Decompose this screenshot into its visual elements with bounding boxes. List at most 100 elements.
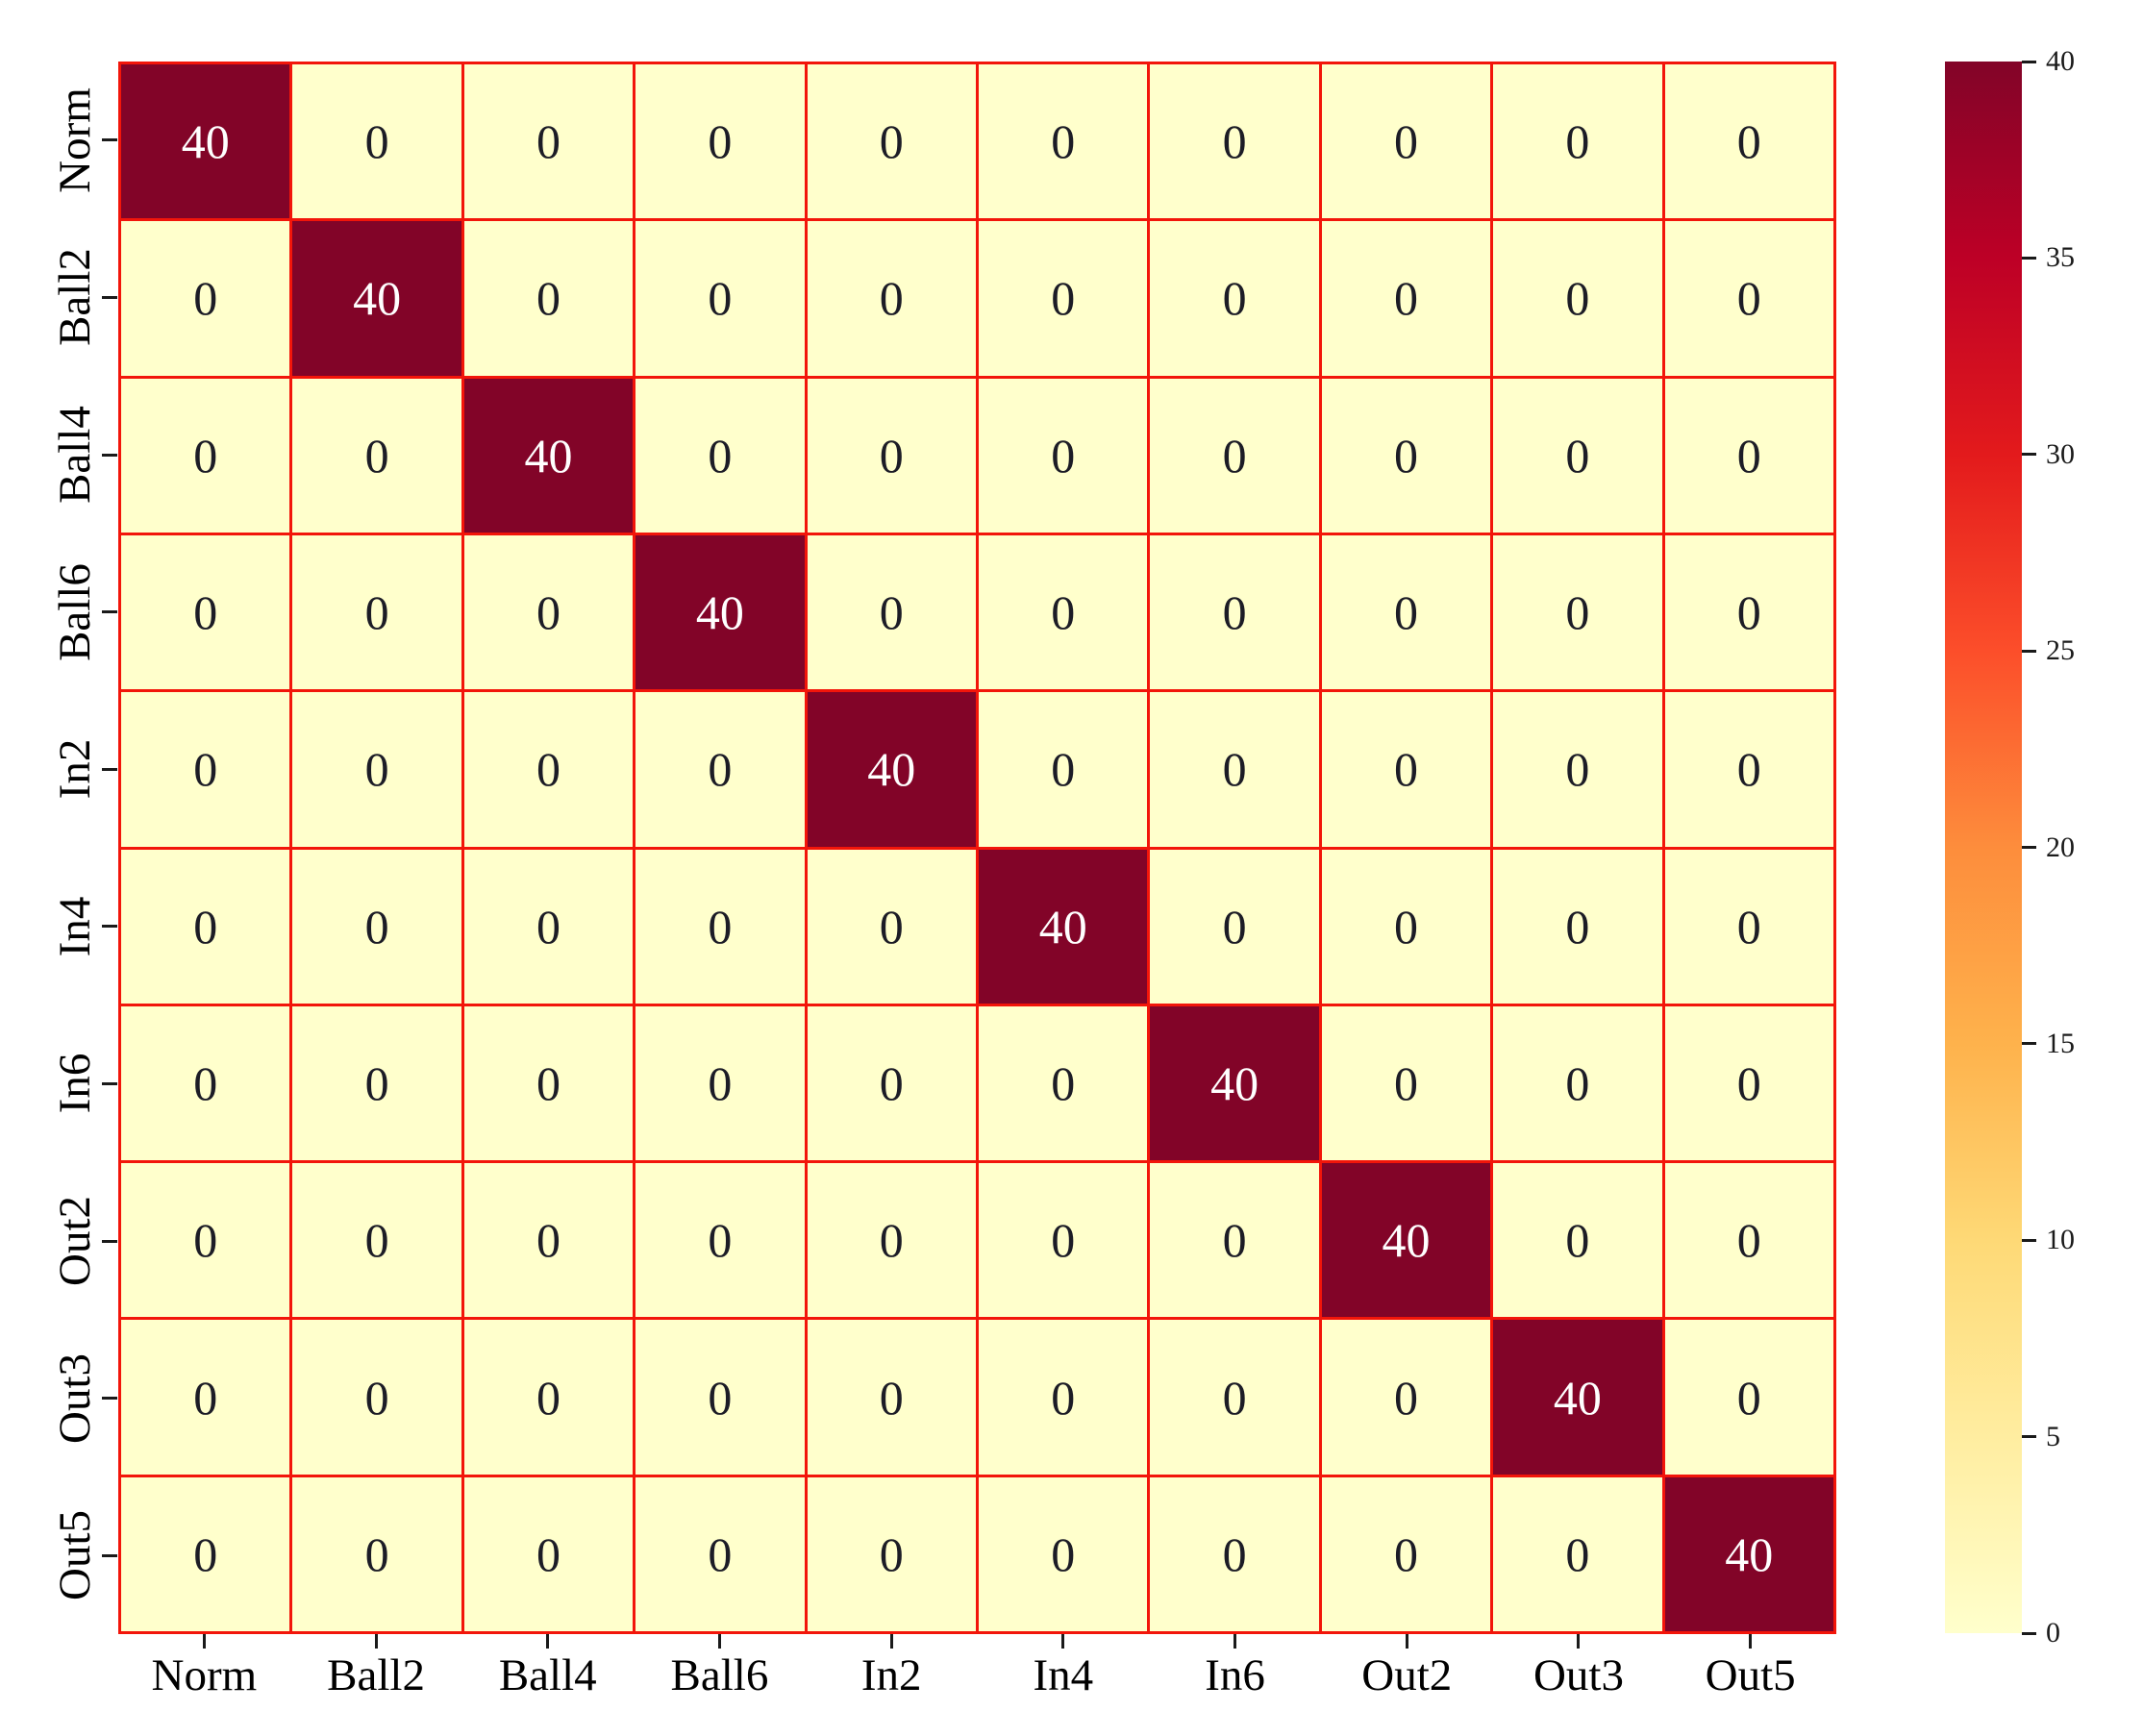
colorbar-tick-mark [2022, 846, 2036, 849]
cell-value: 0 [708, 428, 733, 483]
heatmap-cell: 0 [121, 1476, 290, 1631]
cell-value: 0 [1051, 1526, 1076, 1581]
heatmap-cell: 0 [1150, 692, 1319, 847]
heatmap-cell: 0 [1664, 378, 1833, 533]
cell-value: 0 [1565, 1055, 1590, 1110]
heatmap-cell: 0 [1664, 849, 1833, 1004]
cell-value: 40 [1725, 1526, 1774, 1581]
x-tick-mark [1061, 1634, 1065, 1649]
cell-value: 0 [193, 1213, 218, 1268]
y-tick-label: In6 [50, 1054, 100, 1114]
cell-value: 0 [1393, 585, 1418, 640]
cell-value: 40 [1038, 899, 1087, 954]
x-tick-label: Norm [151, 1650, 258, 1700]
cell-value: 0 [879, 428, 904, 483]
cell-value: 0 [193, 899, 218, 954]
cell-value: 0 [536, 114, 561, 169]
cell-value: 0 [708, 1370, 733, 1425]
colorbar-tick-mark [2022, 1042, 2036, 1046]
x-tick-label: Out2 [1361, 1650, 1453, 1700]
cell-value: 0 [364, 114, 389, 169]
heatmap-cell: 40 [807, 692, 976, 847]
heatmap-cell: 0 [463, 1163, 634, 1318]
y-tick-mark [102, 767, 117, 771]
heatmap-cell: 0 [1493, 378, 1662, 533]
cell-value: 40 [181, 114, 230, 169]
cell-value: 0 [1565, 742, 1590, 797]
x-tick-label: In6 [1205, 1650, 1265, 1700]
heatmap-cell: 0 [635, 64, 805, 219]
heatmap-cell: 0 [292, 1163, 461, 1318]
heatmap-cell: 0 [1664, 692, 1833, 847]
cell-value: 0 [879, 1213, 904, 1268]
colorbar-tick-mark [2022, 649, 2036, 653]
cell-value: 0 [1051, 742, 1076, 797]
cell-value: 0 [1051, 1055, 1076, 1110]
heatmap-cell: 0 [292, 849, 461, 1004]
heatmap-cell: 0 [463, 692, 634, 847]
heatmap-cell: 0 [463, 221, 634, 376]
colorbar-tick-label: 5 [2046, 1420, 2060, 1452]
cell-value: 40 [1382, 1213, 1431, 1268]
colorbar-tick-label: 30 [2046, 437, 2075, 470]
heatmap-cell: 40 [1664, 1476, 1833, 1631]
cell-value: 0 [1051, 585, 1076, 640]
y-tick-label: Ball6 [50, 562, 100, 661]
cell-value: 40 [524, 428, 573, 483]
colorbar-tick-mark [2022, 1435, 2036, 1439]
cell-value: 40 [1553, 1370, 1602, 1425]
cell-value: 0 [1736, 114, 1761, 169]
heatmap-cell: 0 [978, 1320, 1148, 1475]
cell-value: 0 [1565, 1526, 1590, 1581]
heatmap-cell: 0 [807, 221, 976, 376]
heatmap-cell: 0 [807, 378, 976, 533]
cell-value: 0 [1393, 1055, 1418, 1110]
heatmap-grid: 40 0 0 0 0 0 0 0 0 0 0 40 0 0 0 0 0 0 0 0 0 0 40 0 0 0 0 0 0 0 0 0 0 40 0 0… [118, 62, 1836, 1634]
heatmap-cell: 0 [463, 64, 634, 219]
heatmap-cell: 0 [807, 1163, 976, 1318]
x-tick-label: Out5 [1705, 1650, 1796, 1700]
y-tick-label: Out2 [50, 1196, 100, 1286]
cell-value: 40 [867, 742, 916, 797]
cell-value: 0 [536, 1055, 561, 1110]
colorbar-tick-mark [2022, 453, 2036, 457]
heatmap-cell: 0 [635, 849, 805, 1004]
cell-value: 0 [1565, 114, 1590, 169]
colorbar-tick-label: 15 [2046, 1027, 2075, 1059]
heatmap-cell: 0 [1493, 64, 1662, 219]
y-tick-mark [102, 295, 117, 299]
heatmap-cell: 0 [635, 1163, 805, 1318]
cell-value: 0 [1222, 114, 1247, 169]
cell-value: 0 [1736, 585, 1761, 640]
heatmap-cell: 0 [1150, 849, 1319, 1004]
cell-value: 0 [193, 1526, 218, 1581]
cell-value: 0 [1736, 899, 1761, 954]
y-tick-mark [102, 453, 117, 457]
cell-value: 0 [193, 1370, 218, 1425]
heatmap-cell: 0 [807, 534, 976, 690]
heatmap-cell: 0 [1321, 849, 1491, 1004]
heatmap-cell: 0 [1321, 534, 1491, 690]
x-tick-label: In2 [860, 1650, 922, 1700]
cell-value: 0 [536, 1370, 561, 1425]
cell-value: 40 [695, 585, 744, 640]
y-tick-label: Norm [50, 87, 100, 193]
heatmap-cell: 0 [121, 1005, 290, 1161]
heatmap-cell: 0 [1150, 1320, 1319, 1475]
x-tick-label: Ball2 [327, 1650, 425, 1700]
cell-value: 0 [364, 1213, 389, 1268]
cell-value: 0 [1222, 1526, 1247, 1581]
cell-value: 0 [1393, 1526, 1418, 1581]
x-tick-mark [717, 1634, 721, 1649]
heatmap-cell: 0 [635, 1476, 805, 1631]
heatmap-cell: 0 [1664, 64, 1833, 219]
heatmap-cell: 0 [807, 64, 976, 219]
cell-value: 0 [879, 899, 904, 954]
x-tick-mark [546, 1634, 550, 1649]
colorbar-tick-label: 20 [2046, 831, 2075, 863]
heatmap-cell: 0 [463, 1320, 634, 1475]
cell-value: 0 [536, 899, 561, 954]
cell-value: 0 [1736, 742, 1761, 797]
heatmap-cell: 0 [292, 1476, 461, 1631]
